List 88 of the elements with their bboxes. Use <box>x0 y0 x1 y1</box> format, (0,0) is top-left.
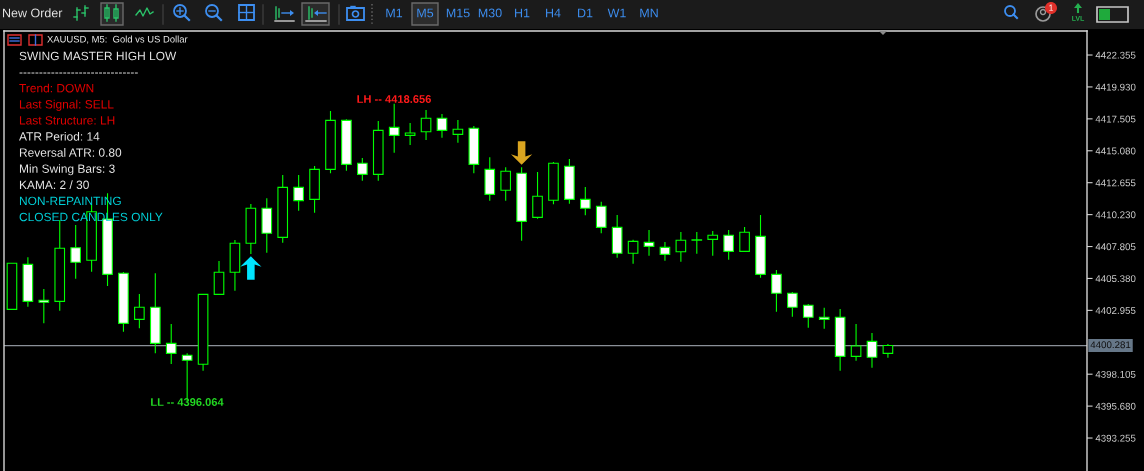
text: M15 <box>446 8 470 18</box>
y-tick-label: 4405.380 <box>1095 275 1136 283</box>
candlestick <box>818 307 830 330</box>
text: 1 <box>1049 4 1054 11</box>
annotation: Last Structure: LH <box>19 116 115 125</box>
candlestick <box>197 293 209 372</box>
candlestick <box>611 214 623 259</box>
candlestick <box>134 293 145 329</box>
candlestick <box>707 230 719 257</box>
annotation: LH -- 4418.656 <box>357 95 431 103</box>
candlestick <box>659 241 671 262</box>
candlestick <box>38 288 50 324</box>
chart-title: XAUUSD, M5: Gold vs US Dollar <box>47 35 188 44</box>
candlestick <box>436 113 448 139</box>
annotation: Last Signal: SELL <box>19 99 114 111</box>
y-tick-label: 4393.255 <box>1095 434 1136 442</box>
candlestick <box>579 186 591 216</box>
annotation: ATR Period: 14 <box>19 131 100 141</box>
candlestick <box>404 122 416 146</box>
y-tick-label: 4398.105 <box>1095 370 1136 378</box>
candlestick <box>787 291 798 318</box>
y-tick-label: 4402.955 <box>1095 307 1136 314</box>
y-tick-label: 4422.355 <box>1095 51 1136 59</box>
candlestick <box>6 262 18 310</box>
text: H4 <box>546 8 561 18</box>
candlestick <box>213 260 225 295</box>
text: MN <box>640 8 658 18</box>
candlestick <box>723 229 734 261</box>
candlestick <box>70 224 82 280</box>
candlestick <box>627 239 639 265</box>
annotation: Min Swing Bars: 3 <box>19 164 115 176</box>
candlestick <box>420 109 432 141</box>
text: D1 <box>578 8 593 18</box>
annotation: Reversal ATR: 0.80 <box>19 148 122 157</box>
y-tick-label: 4410.230 <box>1095 211 1136 219</box>
candlestick <box>802 303 814 329</box>
candlestick <box>500 166 512 202</box>
candlestick <box>309 165 320 214</box>
candlestick <box>595 201 607 234</box>
candlestick <box>548 161 559 205</box>
text: M1 <box>386 8 403 18</box>
candlestick <box>341 118 352 172</box>
y-tick-label: 4395.680 <box>1095 402 1136 410</box>
y-tick-label: 4415.080 <box>1095 147 1136 155</box>
candlestick <box>388 103 400 154</box>
candlestick <box>468 125 480 174</box>
text: M30 <box>478 8 502 18</box>
candlestick <box>882 343 894 359</box>
annotation: KAMA: 2 / 30 <box>19 180 89 190</box>
candlestick <box>484 156 496 202</box>
candlestick <box>691 231 703 255</box>
candlestick <box>866 332 878 369</box>
text: H1 <box>515 8 530 18</box>
candlestick <box>739 226 750 252</box>
text: New Order <box>3 8 63 18</box>
candlestick <box>261 197 273 254</box>
candlestick <box>850 323 862 362</box>
candlestick <box>834 308 846 372</box>
candlestick <box>771 269 782 313</box>
text: W1 <box>607 8 626 18</box>
candlestick <box>325 110 336 174</box>
candlestick <box>245 203 257 255</box>
candlestick <box>149 272 161 354</box>
candlestick <box>532 171 543 220</box>
candlestick <box>516 166 527 242</box>
candlestick <box>357 157 368 182</box>
candlestick <box>229 239 241 292</box>
y-tick-label: 4419.930 <box>1095 83 1136 91</box>
candlestick <box>643 229 655 257</box>
candlestick <box>277 174 289 244</box>
annotation: Trend: DOWN <box>19 83 94 93</box>
candlestick <box>675 231 687 263</box>
text: M5 <box>417 8 434 18</box>
annotation: LL -- 4396.064 <box>151 398 224 406</box>
candlestick <box>22 256 34 308</box>
annotation: ------------------------------ <box>19 72 138 74</box>
candlestick <box>165 323 177 365</box>
candlestick <box>564 158 575 205</box>
candlestick <box>755 214 766 279</box>
y-tick-label: 4417.505 <box>1095 115 1136 123</box>
candlestick <box>452 119 464 144</box>
candlestick <box>372 120 384 182</box>
y-tick-label: 4412.655 <box>1095 179 1136 187</box>
ref-line-label: 4400.281 <box>1090 341 1131 349</box>
y-tick-label: 4407.805 <box>1095 243 1136 251</box>
annotation: SWING MASTER HIGH LOW <box>19 51 177 61</box>
candlestick <box>118 271 129 333</box>
candlestick <box>293 174 304 212</box>
